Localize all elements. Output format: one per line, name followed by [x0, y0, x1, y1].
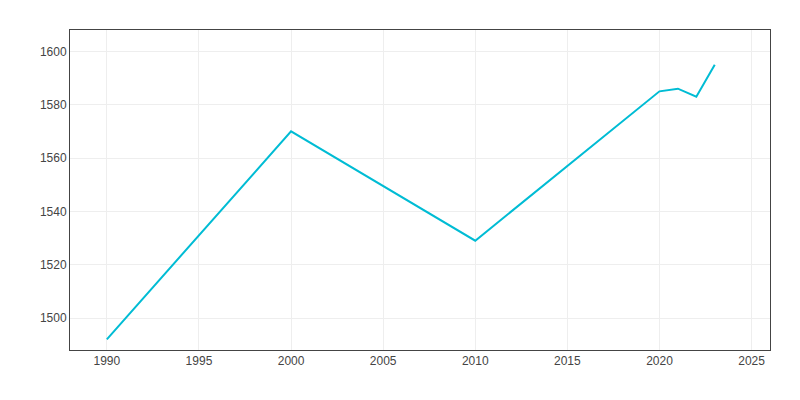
svg-text:1540: 1540: [40, 205, 67, 219]
svg-text:1560: 1560: [40, 151, 67, 165]
svg-text:2015: 2015: [554, 354, 581, 368]
svg-text:2005: 2005: [370, 354, 397, 368]
svg-text:1580: 1580: [40, 98, 67, 112]
svg-text:1520: 1520: [40, 258, 67, 272]
svg-text:1995: 1995: [186, 354, 213, 368]
svg-text:2000: 2000: [278, 354, 305, 368]
svg-text:1500: 1500: [40, 311, 67, 325]
svg-text:2025: 2025: [738, 354, 765, 368]
svg-text:1990: 1990: [93, 354, 120, 368]
svg-text:2010: 2010: [462, 354, 489, 368]
svg-text:1600: 1600: [40, 45, 67, 59]
svg-text:2020: 2020: [646, 354, 673, 368]
